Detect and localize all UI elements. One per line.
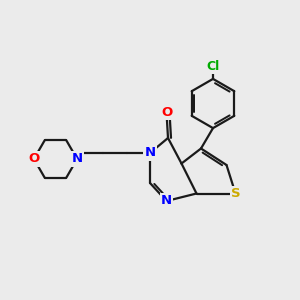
Text: S: S bbox=[231, 187, 240, 200]
Text: N: N bbox=[71, 152, 83, 166]
Text: O: O bbox=[28, 152, 40, 166]
Text: N: N bbox=[144, 146, 156, 160]
Text: Cl: Cl bbox=[206, 60, 220, 73]
Text: O: O bbox=[161, 106, 172, 119]
Text: N: N bbox=[161, 194, 172, 208]
